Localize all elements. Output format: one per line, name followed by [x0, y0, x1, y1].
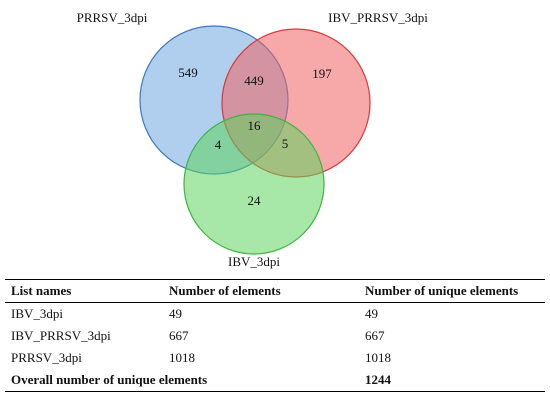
row-unique-count: 1018 — [365, 350, 391, 365]
region-ibv-prrsv-ibv: 5 — [282, 136, 289, 151]
table-row: PRRSV_3dpi 1018 1018 — [5, 347, 545, 369]
region-ibv-only: 24 — [248, 193, 262, 208]
venn-diagram: PRRSV_3dpi IBV_PRRSV_3dpi IBV_3dpi 549 1… — [77, 10, 429, 269]
row-element-count: 1018 — [169, 350, 195, 365]
region-prrsv-ibv-prrsv: 449 — [244, 73, 264, 88]
circle-ibv — [183, 113, 325, 255]
row-list-name: IBV_3dpi — [11, 306, 63, 321]
region-ibv-prrsv-only: 197 — [312, 66, 332, 81]
set-label-ibv: IBV_3dpi — [228, 254, 280, 269]
header-list-names: List names — [5, 279, 163, 303]
row-unique-count: 667 — [365, 328, 385, 343]
footer-label: Overall number of unique elements — [5, 369, 359, 392]
table-header-row: List names Number of elements Number of … — [5, 279, 545, 303]
region-prrsv-ibv: 4 — [215, 137, 222, 152]
header-unique-elements: Number of unique elements — [359, 279, 545, 303]
region-all-three: 16 — [248, 118, 262, 133]
region-prrsv-only: 549 — [178, 65, 198, 80]
table-row: IBV_PRRSV_3dpi 667 667 — [5, 325, 545, 347]
header-number-of-elements: Number of elements — [163, 279, 359, 303]
table-row: IBV_3dpi 49 49 — [5, 303, 545, 326]
row-list-name: IBV_PRRSV_3dpi — [11, 328, 111, 343]
footer-value: 1244 — [359, 369, 545, 392]
row-unique-count: 49 — [365, 306, 378, 321]
set-label-prrsv: PRRSV_3dpi — [77, 10, 148, 25]
set-label-ibv-prrsv: IBV_PRRSV_3dpi — [328, 10, 428, 25]
row-element-count: 667 — [169, 328, 189, 343]
element-count-table: List names Number of elements Number of … — [5, 279, 545, 392]
row-list-name: PRRSV_3dpi — [11, 350, 82, 365]
table-footer-row: Overall number of unique elements 1244 — [5, 369, 545, 392]
row-element-count: 49 — [169, 306, 182, 321]
